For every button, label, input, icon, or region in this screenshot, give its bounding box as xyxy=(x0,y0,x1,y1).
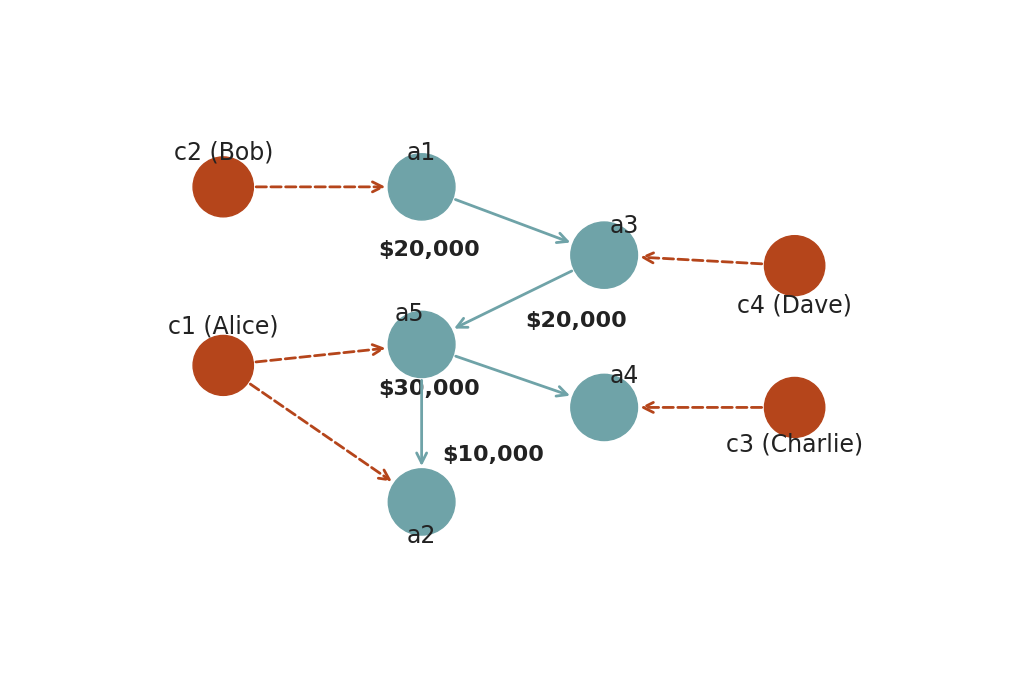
Text: c3 (Charlie): c3 (Charlie) xyxy=(726,432,863,456)
Text: a2: a2 xyxy=(407,524,436,548)
Text: $30,000: $30,000 xyxy=(379,379,480,399)
Text: $10,000: $10,000 xyxy=(442,445,544,464)
Text: c1 (Alice): c1 (Alice) xyxy=(168,314,279,338)
Ellipse shape xyxy=(194,336,253,396)
Ellipse shape xyxy=(194,157,253,217)
Text: $20,000: $20,000 xyxy=(525,311,628,331)
Text: c4 (Dave): c4 (Dave) xyxy=(737,293,852,317)
Ellipse shape xyxy=(570,374,638,441)
Text: c2 (Bob): c2 (Bob) xyxy=(173,140,273,165)
Ellipse shape xyxy=(765,236,824,295)
Ellipse shape xyxy=(570,222,638,288)
Text: $20,000: $20,000 xyxy=(379,240,480,260)
Ellipse shape xyxy=(388,311,455,378)
Text: a1: a1 xyxy=(407,140,436,165)
Text: a3: a3 xyxy=(609,214,639,238)
Text: a4: a4 xyxy=(609,364,639,388)
Text: a5: a5 xyxy=(395,302,425,326)
Ellipse shape xyxy=(388,153,455,220)
Ellipse shape xyxy=(765,377,824,437)
Ellipse shape xyxy=(388,469,455,535)
